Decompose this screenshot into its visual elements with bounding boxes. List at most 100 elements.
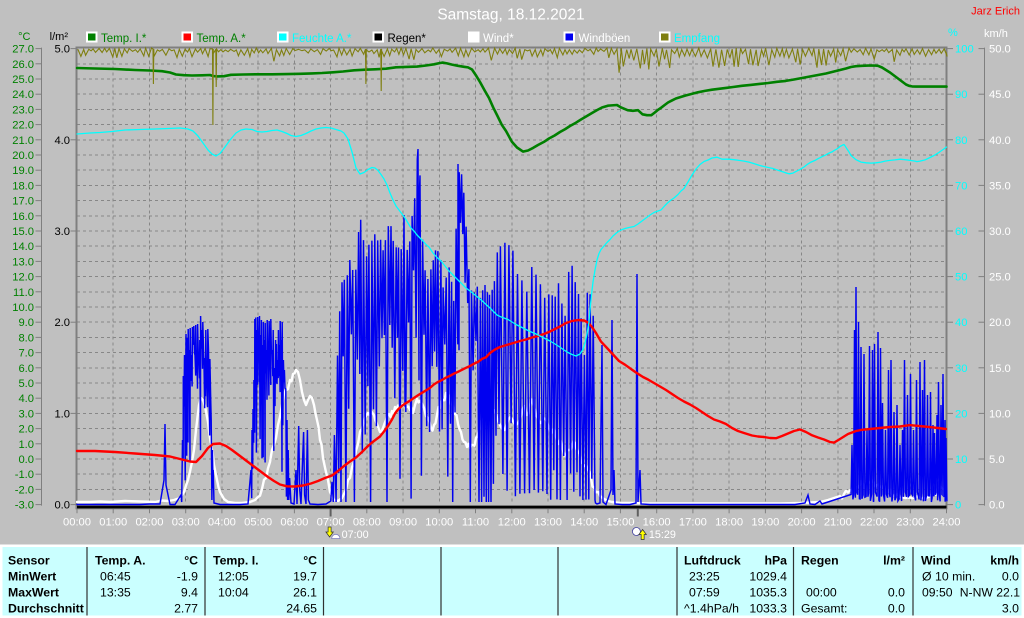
svg-text:00:00: 00:00 — [806, 586, 837, 600]
svg-text:9.4: 9.4 — [181, 586, 198, 600]
svg-text:09:50: 09:50 — [922, 586, 953, 600]
svg-text:Regen: Regen — [801, 554, 839, 568]
svg-text:MaxWert: MaxWert — [8, 586, 59, 600]
svg-text:22.0: 22.0 — [12, 120, 34, 132]
svg-text:Jarz Erich: Jarz Erich — [971, 6, 1020, 18]
svg-text:06:00: 06:00 — [280, 517, 308, 529]
svg-text:20:00: 20:00 — [788, 517, 816, 529]
svg-text:Ø 10 min.: Ø 10 min. — [922, 570, 975, 584]
svg-text:km/h: km/h — [984, 28, 1008, 40]
svg-text:12.0: 12.0 — [12, 272, 34, 284]
svg-text:10.0: 10.0 — [989, 408, 1011, 420]
svg-text:50.0: 50.0 — [989, 44, 1011, 56]
svg-text:15.0: 15.0 — [989, 363, 1011, 375]
svg-text:30: 30 — [955, 363, 967, 375]
svg-text:5.0: 5.0 — [989, 454, 1005, 466]
svg-text:Samstag, 18.12.2021: Samstag, 18.12.2021 — [437, 7, 584, 24]
svg-text:16.0: 16.0 — [12, 211, 34, 223]
svg-text:l/m²: l/m² — [883, 554, 905, 568]
svg-text:22:00: 22:00 — [860, 517, 888, 529]
svg-text:20: 20 — [955, 408, 967, 420]
svg-text:11:00: 11:00 — [462, 517, 489, 529]
svg-text:40: 40 — [955, 317, 967, 329]
svg-text:13:35: 13:35 — [100, 586, 131, 600]
svg-text:Luftdruck: Luftdruck — [684, 554, 741, 568]
svg-text:19:00: 19:00 — [751, 517, 779, 529]
svg-text:N-NW 22.1: N-NW 22.1 — [960, 586, 1020, 600]
svg-text:07:59: 07:59 — [689, 586, 720, 600]
svg-text:0.0: 0.0 — [989, 500, 1005, 512]
svg-text:20.0: 20.0 — [12, 150, 34, 162]
svg-text:^1.4hPa/h: ^1.4hPa/h — [684, 602, 739, 616]
svg-text:00:00: 00:00 — [63, 517, 91, 529]
svg-text:7.0: 7.0 — [18, 348, 34, 360]
svg-text:Temp. I.: Temp. I. — [213, 554, 259, 568]
svg-text:2.0: 2.0 — [54, 317, 70, 329]
svg-text:Gesamt:: Gesamt: — [801, 602, 847, 616]
svg-text:-3.0: -3.0 — [15, 500, 34, 512]
svg-text:°C: °C — [18, 31, 30, 43]
svg-text:07:00: 07:00 — [342, 529, 369, 541]
svg-text:80: 80 — [955, 135, 967, 147]
svg-text:12:00: 12:00 — [498, 517, 526, 529]
svg-text:-1.9: -1.9 — [177, 570, 198, 584]
svg-text:15:00: 15:00 — [606, 517, 634, 529]
svg-text:Regen*: Regen* — [388, 33, 427, 45]
svg-text:Temp. A.*: Temp. A.* — [197, 33, 247, 45]
svg-text:9.0: 9.0 — [18, 317, 34, 329]
svg-text:2.0: 2.0 — [18, 424, 34, 436]
svg-text:hPa: hPa — [764, 554, 787, 568]
svg-text:15.0: 15.0 — [12, 226, 34, 238]
svg-text:27.0: 27.0 — [12, 44, 34, 56]
svg-text:15:29: 15:29 — [649, 529, 676, 541]
svg-text:0: 0 — [955, 500, 961, 512]
svg-text:0.0: 0.0 — [888, 586, 905, 600]
svg-text:24.65: 24.65 — [286, 602, 317, 616]
svg-text:01:00: 01:00 — [99, 517, 127, 529]
svg-text:21:00: 21:00 — [824, 517, 852, 529]
svg-text:5.0: 5.0 — [54, 44, 70, 56]
svg-text:1035.3: 1035.3 — [749, 586, 787, 600]
svg-text:5.0: 5.0 — [18, 378, 34, 390]
svg-text:35.0: 35.0 — [989, 180, 1011, 192]
svg-text:1033.3: 1033.3 — [749, 602, 787, 616]
svg-text:11.0: 11.0 — [13, 287, 34, 299]
svg-text:6.0: 6.0 — [18, 363, 34, 375]
svg-text:3.0: 3.0 — [54, 226, 70, 238]
svg-text:05:00: 05:00 — [244, 517, 272, 529]
svg-text:08:00: 08:00 — [353, 517, 381, 529]
svg-text:13:00: 13:00 — [534, 517, 562, 529]
svg-text:26.0: 26.0 — [12, 59, 34, 71]
svg-text:km/h: km/h — [990, 554, 1019, 568]
svg-text:40.0: 40.0 — [989, 135, 1011, 147]
svg-text:-1.0: -1.0 — [15, 469, 34, 481]
svg-text:70: 70 — [955, 180, 967, 192]
svg-text:10:00: 10:00 — [425, 517, 453, 529]
svg-text:1029.4: 1029.4 — [749, 570, 787, 584]
svg-text:23:00: 23:00 — [896, 517, 924, 529]
svg-text:1.0: 1.0 — [54, 408, 70, 420]
svg-text:Temp. I.*: Temp. I.* — [101, 33, 147, 45]
svg-text:Windböen: Windböen — [579, 33, 631, 45]
svg-text:10: 10 — [955, 454, 967, 466]
svg-text:l/m²: l/m² — [50, 31, 69, 43]
svg-text:10.0: 10.0 — [12, 302, 34, 314]
svg-text:MinWert: MinWert — [8, 570, 56, 584]
svg-text:26.1: 26.1 — [293, 586, 317, 600]
svg-text:02:00: 02:00 — [135, 517, 163, 529]
svg-text:°C: °C — [303, 554, 317, 568]
svg-text:°C: °C — [184, 554, 198, 568]
svg-text:14:00: 14:00 — [570, 517, 598, 529]
svg-text:4.0: 4.0 — [54, 135, 70, 147]
svg-text:3.0: 3.0 — [1002, 602, 1019, 616]
svg-text:%: % — [948, 27, 958, 39]
svg-text:18:00: 18:00 — [715, 517, 743, 529]
svg-text:20.0: 20.0 — [989, 317, 1011, 329]
svg-text:1.0: 1.0 — [18, 439, 34, 451]
svg-text:17:00: 17:00 — [679, 517, 707, 529]
svg-text:09:00: 09:00 — [389, 517, 417, 529]
svg-text:Wind: Wind — [921, 554, 951, 568]
svg-text:0.0: 0.0 — [18, 454, 34, 466]
svg-text:30.0: 30.0 — [989, 226, 1011, 238]
svg-text:4.0: 4.0 — [18, 393, 34, 405]
